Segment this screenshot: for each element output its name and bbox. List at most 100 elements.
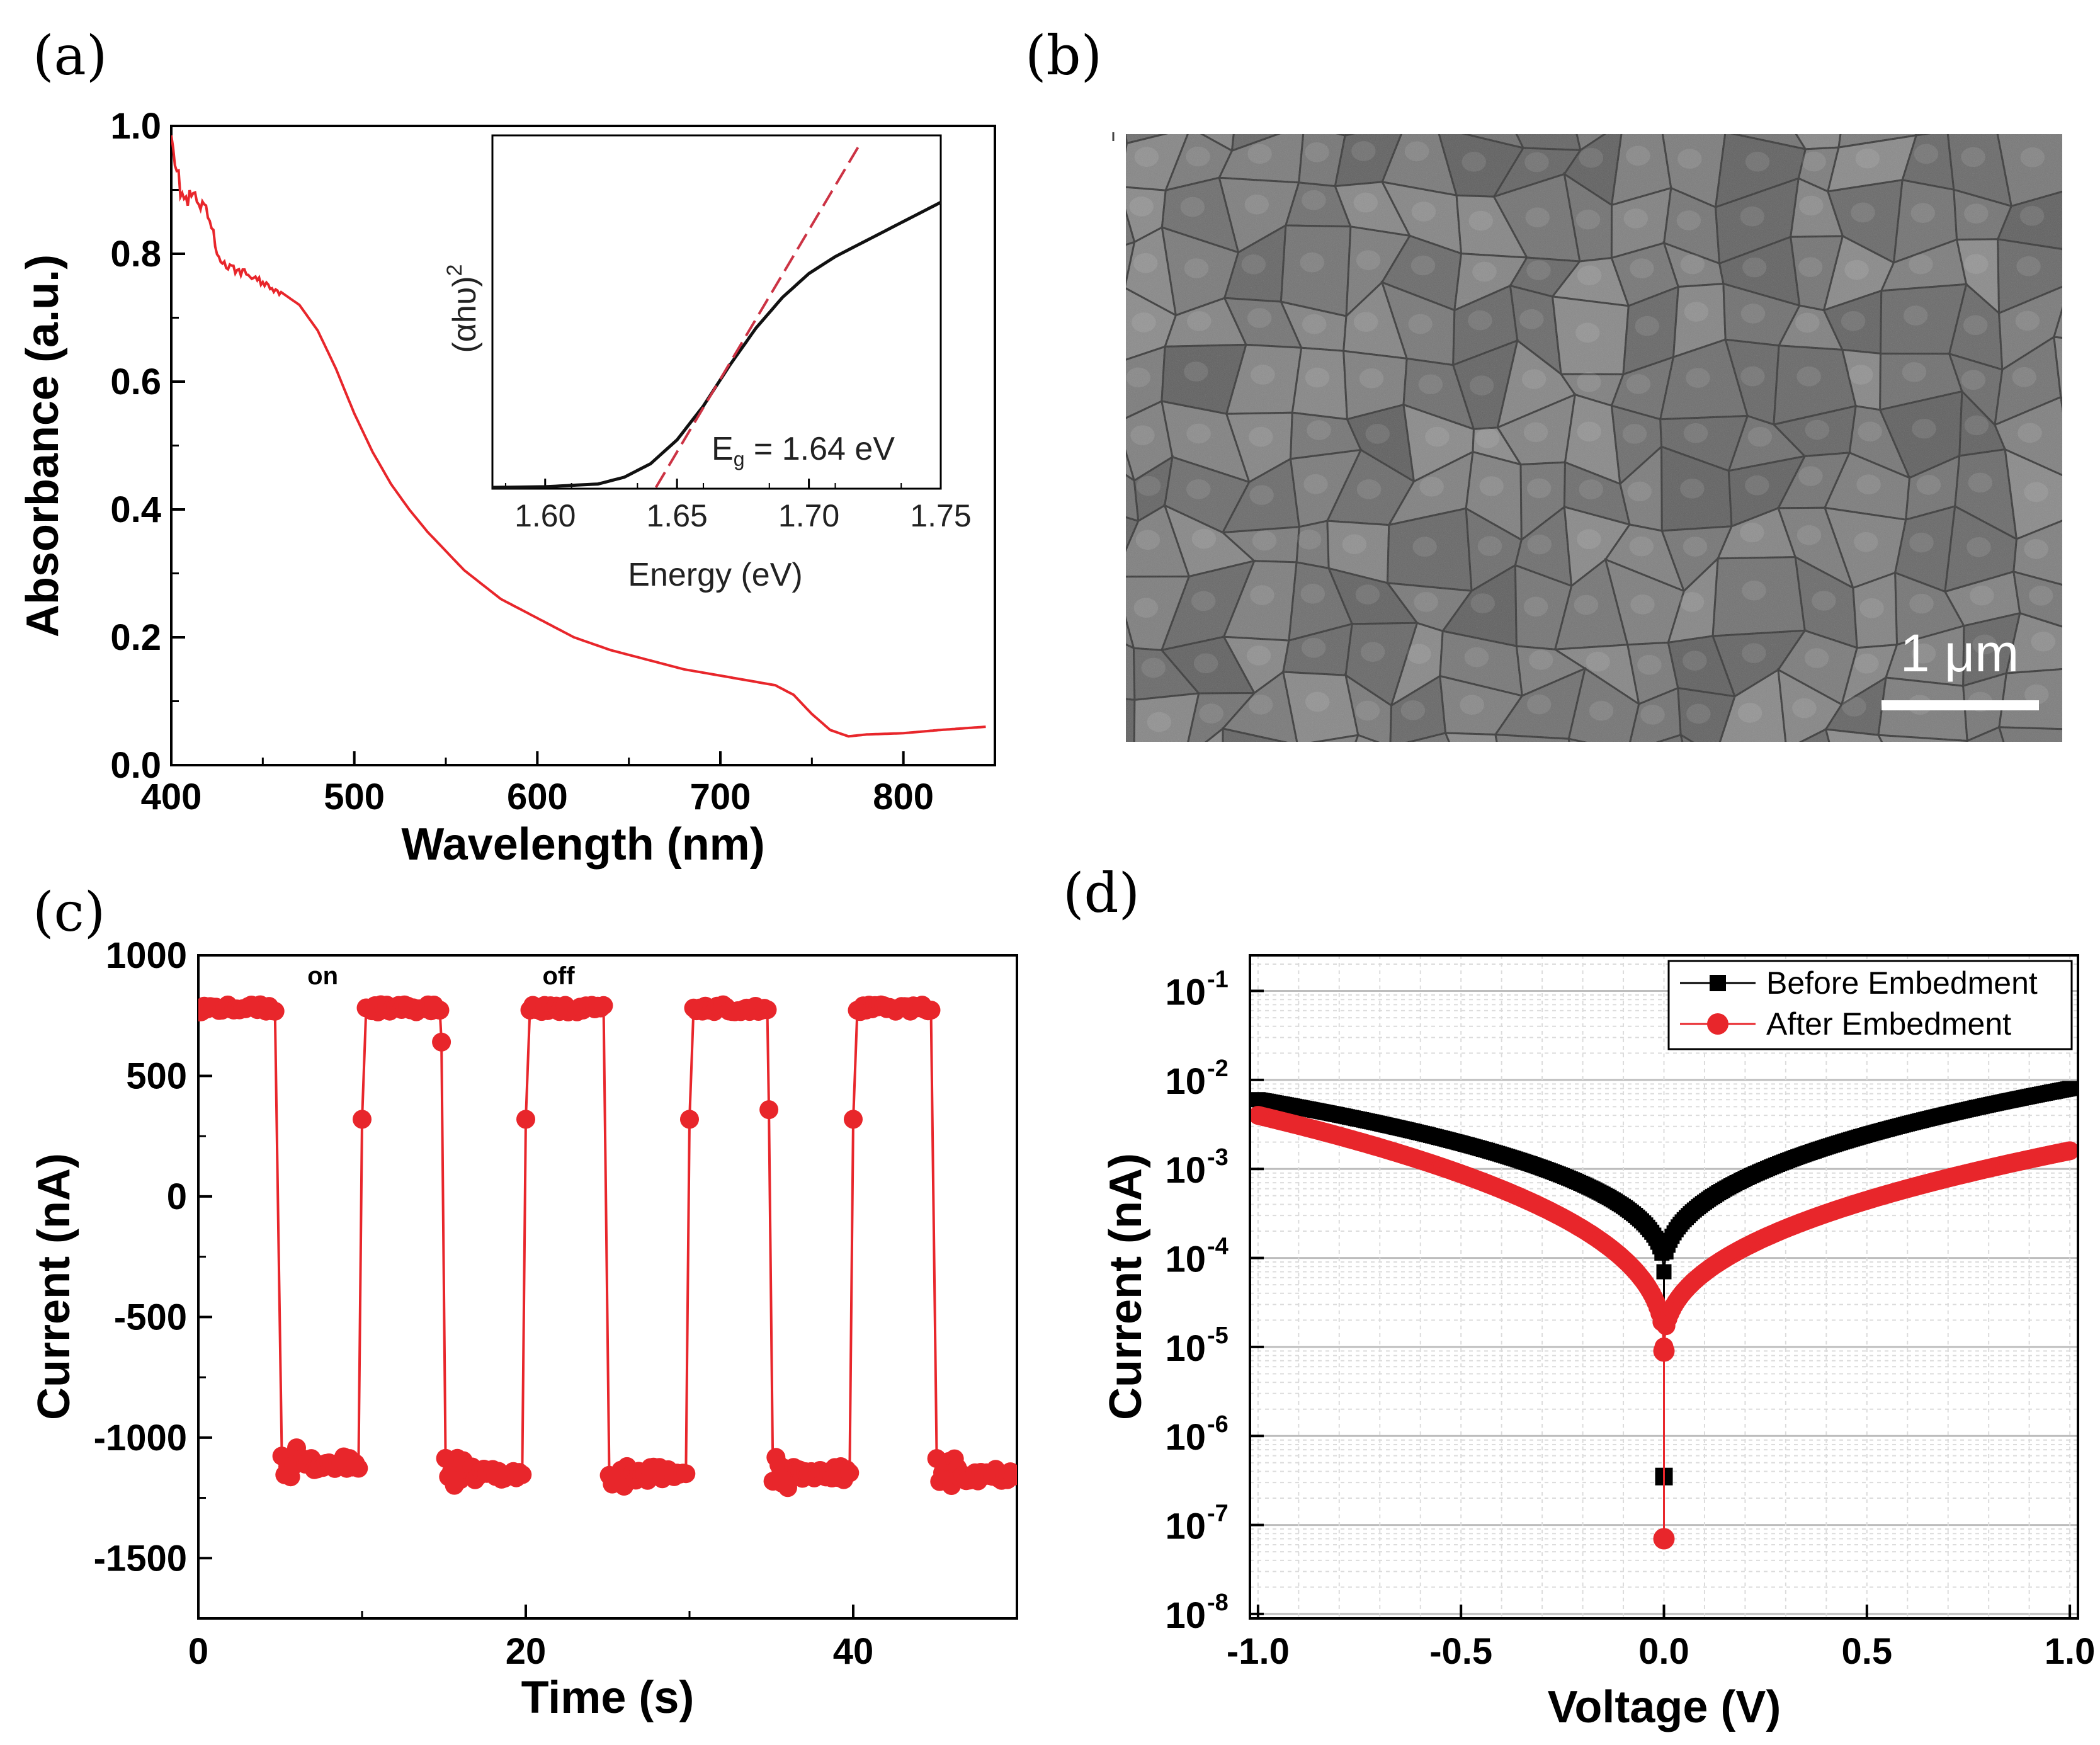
chart-a-ytick-label: 0.0: [110, 745, 161, 786]
panel-label-b: (b): [1025, 25, 1102, 88]
chart-a-ytick-label: 1.0: [110, 106, 161, 147]
chart-a-series-line: [171, 135, 986, 738]
sem-grain: [2075, 668, 2100, 752]
sem-grain: [1679, 732, 1694, 742]
sem-grain-highlight: [2075, 423, 2099, 443]
sem-grain-highlight: [1081, 104, 1104, 124]
sem-grain-highlight: [1798, 755, 1822, 775]
sem-grain-highlight: [2077, 588, 2100, 608]
sem-grain-highlight: [1739, 758, 1763, 778]
chart-c-ylabel: Current (nA): [29, 1153, 79, 1420]
sem-grain: [1406, 732, 1450, 742]
sem-grain: [1915, 134, 1931, 137]
legend-box: [1667, 960, 2073, 1050]
chart-a-series: [171, 135, 986, 738]
chart-a-ticks: 400 500 600 700 800 0.0 0.2 0.4 0.6 0.8 1.0: [110, 106, 934, 817]
sem-grain-highlight: [1910, 751, 1934, 771]
sem-grain: [2067, 86, 2100, 132]
chart-c-xtick-label: 0: [188, 1631, 208, 1672]
chart-a-ytick-label: 0.4: [110, 489, 161, 530]
legend-label-before: Before Embedment: [1766, 965, 2038, 1001]
sem-grain-highlight: [1094, 474, 1118, 494]
chart-d-series-circle: [1250, 1106, 2078, 1550]
sem-grain: [1126, 208, 1136, 246]
sem-texture: [1126, 134, 2062, 742]
chart-d-ytick-exp: -4: [1207, 1234, 1229, 1260]
sem-grain-highlight: [1969, 753, 1993, 773]
sem-grain-highlight: [1682, 91, 1706, 111]
chart-d-series: [1250, 1081, 2078, 1550]
chart-c-point: [844, 1110, 863, 1129]
chart-c-point: [432, 1032, 451, 1052]
chart-d-ytick-exp: -7: [1207, 1501, 1229, 1527]
sem-grain-highlight: [1086, 156, 1110, 176]
chart-d-xtick-label: -1.0: [1227, 1631, 1290, 1672]
chart-c-annotation: off: [542, 962, 575, 990]
sem-grain-highlight: [1084, 423, 1108, 443]
sem-grain-highlight: [1083, 712, 1107, 732]
sem-grain-highlight: [1742, 96, 1766, 117]
chart-c-ytick-label: -500: [114, 1297, 187, 1338]
sem-grain-highlight: [1251, 100, 1275, 120]
sem-grain: [1126, 134, 1128, 145]
chart-c-point: [676, 1464, 696, 1484]
chart-a-ytick-label: 0.2: [110, 617, 161, 658]
sem-grain: [1623, 71, 1674, 128]
chart-c: 0 20 40 1000 500 0 -500 -1000 -1500 on off Time (…: [29, 935, 1018, 1723]
sem-grain: [1354, 734, 1380, 742]
inset-xtick-label: 1.70: [778, 498, 839, 533]
sem-grain-highlight: [1524, 101, 1548, 121]
chart-a-xtick-label: 700: [690, 776, 751, 817]
sem-grain-highlight: [2080, 633, 2100, 653]
inset-annotation: Eg = 1.64 eV: [712, 431, 895, 470]
chart-a-xtick-label: 600: [507, 776, 568, 817]
chart-d-xtick-label: 0.0: [1638, 1631, 1689, 1672]
legend-marker-before: [1710, 975, 1726, 991]
sem-grain: [1494, 733, 1570, 742]
sem-grain-highlight: [1637, 752, 1660, 772]
sem-grain: [1344, 134, 1356, 137]
chart-a-ylabel: Absorbance (a.u.): [18, 254, 68, 637]
chart-c-point: [265, 1001, 285, 1021]
inset-annotation-rest: = 1.64 eV: [744, 431, 895, 467]
sem-grain-highlight: [1366, 89, 1390, 109]
sem-grain: [1715, 749, 1801, 804]
chart-a-ytick-label: 0.6: [110, 361, 161, 402]
scale-bar: [1881, 700, 2039, 710]
chart-c-point: [513, 1465, 532, 1484]
chart-c-series: [198, 995, 1017, 1498]
sem-grain: [1336, 134, 1347, 137]
sem-grain-highlight: [1082, 309, 1106, 329]
inset-annotation-sub: g: [734, 448, 745, 470]
chart-d-ytick-exp: -2: [1207, 1055, 1229, 1082]
chart-a-xtick-label: 800: [873, 776, 934, 817]
sem-grain-highlight: [2082, 254, 2100, 275]
chart-a: 400 500 600 700 800 0.0 0.2 0.4 0.6 0.8 1.0 Wavele…: [18, 106, 996, 870]
inset-frame: [491, 134, 942, 490]
chart-c-point: [1004, 1467, 1017, 1486]
sem-grain-highlight: [2074, 300, 2097, 320]
chart-d-ytick-label: 10: [1165, 1506, 1206, 1547]
sem-grain-highlight: [1849, 749, 1873, 770]
inset-xtick-label: 1.60: [514, 498, 576, 533]
legend-label-after: After Embedment: [1766, 1006, 2011, 1042]
chart-c-ytick-label: 1000: [106, 935, 187, 976]
inset-ylabel: (αhυ)2: [443, 264, 483, 353]
chart-d-xtick-label: 1.0: [2045, 1631, 2096, 1672]
chart-d-ticks: -1.0 -0.5 0.0 0.5 1.010-110-210-310-410 -510-…: [1165, 967, 2095, 1672]
chart-c-point: [430, 1001, 450, 1020]
chart-d-xtick-label: 0.5: [1841, 1631, 1892, 1672]
chart-c-point: [680, 1110, 699, 1129]
sem-grain-highlight: [1084, 758, 1108, 778]
sem-grain: [1655, 733, 1684, 742]
chart-c-point: [840, 1463, 860, 1482]
sem-grain-highlight: [1579, 749, 1603, 770]
sem-grain-highlight: [2025, 751, 2049, 771]
sem-grain-highlight: [1087, 252, 1111, 272]
sem-grain: [2065, 577, 2100, 632]
inset-ticks: 1.60 1.65 1.70 1.75: [504, 479, 972, 533]
sem-grain-highlight: [2084, 480, 2100, 500]
inset-xtick-label: 1.65: [647, 498, 708, 533]
sem-grain: [1129, 756, 1184, 787]
